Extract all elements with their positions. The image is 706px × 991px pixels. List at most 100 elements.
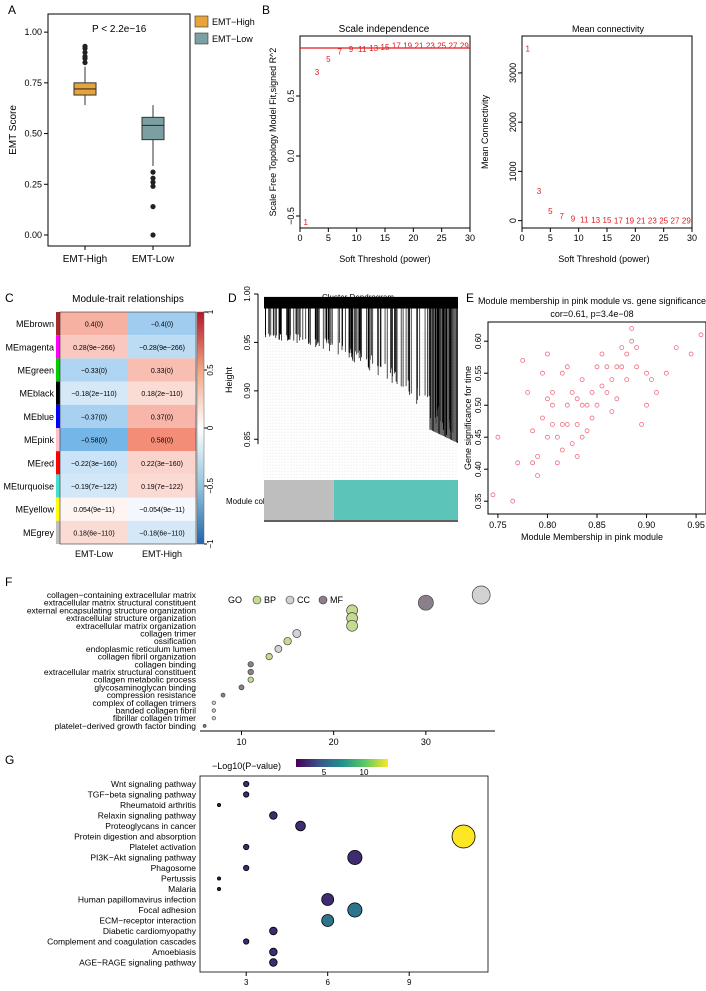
panel-c-cell (60, 381, 128, 405)
panel-c-cell (128, 381, 196, 405)
panel-b2-point-label: 17 (614, 216, 623, 225)
panel-c-row-label: MEmagenta (5, 342, 54, 352)
panel-b1-point-label: 15 (381, 43, 390, 52)
panel-g-bubble (269, 958, 278, 967)
panel-f-bubble (220, 692, 226, 698)
panel-b2-point-label: 11 (580, 215, 589, 224)
panel-b1-xtick-label: 0 (297, 233, 302, 243)
panel-g-kegg-bubble: −Log10(P−value) 5 10 3 6 9 Wnt signaling path… (47, 759, 489, 987)
panel-e-ytick-label: 0.55 (474, 365, 483, 381)
panel-e-point (634, 364, 640, 370)
panel-e-point (629, 338, 635, 344)
panel-e-point (545, 434, 550, 440)
panel-f-bubble (202, 724, 207, 728)
panel-e-ytick-label: 0.45 (474, 429, 483, 445)
panel-c-heatmap: Module-trait relationships MEbrown 0.4(0)… (3, 294, 215, 559)
panel-e-point (614, 364, 620, 370)
panel-b1-point-label: 7 (337, 48, 342, 57)
panel-c-row-color (56, 404, 60, 428)
panel-b1-xtick-label: 5 (326, 233, 331, 243)
panel-c-cell (128, 404, 196, 428)
panel-a-ytick-label: 0.00 (24, 230, 42, 240)
panel-c-row-color (56, 520, 60, 544)
panel-a-ytick-label: 0.25 (24, 179, 42, 189)
panel-e-point (559, 421, 565, 427)
panel-c-row-label: MEgrey (23, 528, 55, 538)
panel-e-ytick-label: 0.50 (474, 397, 483, 413)
panel-e-point (535, 473, 540, 479)
panel-b1-title: Scale independence (339, 24, 430, 35)
panel-c-cell (128, 428, 196, 452)
panel-f-term-label: collagen−containing extracellular matrix (47, 590, 197, 600)
panel-g-term-label: Relaxin signaling pathway (98, 811, 197, 821)
panel-e-point (663, 370, 669, 376)
panel-c-cell (60, 358, 128, 382)
panel-b2-point-label: 7 (559, 212, 564, 221)
panel-b2-xtick-label: 5 (548, 233, 553, 243)
panel-e-point (530, 428, 535, 434)
panel-e-point (619, 364, 625, 370)
panel-c-frame (59, 311, 197, 545)
panel-e-point (579, 377, 585, 383)
panel-e-xtick-label: 0.95 (687, 520, 705, 530)
panel-c-cell-label: 0.28(9e−266) (73, 345, 115, 352)
panel-g-bubble (321, 893, 335, 906)
panel-g-term-label: Human papillomavirus infection (78, 895, 196, 905)
panel-a-outlier (150, 183, 156, 189)
panel-c-cell-label: −0.18(2e−110) (71, 391, 116, 398)
panel-e-point (599, 383, 605, 389)
panel-e-point (564, 421, 570, 427)
panel-c-cell-label: −0.28(9e−266) (139, 345, 185, 352)
panel-g-bubble (243, 864, 250, 872)
panel-label-f: F (5, 575, 12, 589)
panel-b1-point-label: 29 (460, 42, 469, 51)
panel-b1-xtick-label: 25 (437, 233, 447, 243)
panel-b1-point-label: 9 (349, 45, 354, 54)
panel-c-row-color (56, 497, 60, 521)
panel-d-ytick-label: 0.95 (243, 334, 252, 350)
panel-b-scale-independence: Scale independence Scale Free Topology M… (268, 24, 475, 264)
panel-c-cell-label: −0.4(0) (151, 322, 173, 329)
panel-b2-ytick-label: 3000 (508, 63, 518, 83)
panel-c-row-label: MEgreen (17, 366, 54, 376)
panel-b2-point-label: 5 (548, 207, 553, 216)
panel-c-cell-label: −0.58(0) (81, 438, 107, 445)
panel-c-cell-label: 0.37(0) (151, 414, 173, 421)
panel-f-term-label: extracellular matrix structural constitu… (44, 598, 197, 608)
panel-a-outlier (82, 49, 88, 56)
panel-b1-point-label: 1 (303, 218, 308, 227)
legend-label-cc: CC (297, 595, 310, 605)
panel-c-row-color (56, 451, 60, 475)
panel-c-row-label: MEbrown (16, 319, 54, 329)
panel-c-cell-label: 0.33(0) (151, 368, 173, 375)
panel-e-point (574, 396, 580, 402)
panel-g-term-label: Diabetic cardiomyopathy (103, 926, 197, 936)
panel-e-point (554, 460, 560, 466)
panel-e-point (515, 460, 521, 466)
panel-f-term-label: ossification (154, 636, 196, 646)
panel-b1-point-label: 11 (358, 45, 367, 54)
panel-d-module-band (333, 480, 458, 520)
panel-g-colorbar-title: −Log10(P−value) (212, 761, 281, 771)
panel-b1-point-label: 21 (415, 42, 424, 51)
panel-c-cell-label: 0.4(0) (85, 322, 103, 329)
panel-e-point (540, 370, 545, 376)
panel-b2-plot-frame (521, 35, 693, 229)
panel-g-bubble (269, 811, 278, 820)
panel-d-ytick-label: 0.90 (243, 383, 252, 399)
panel-c-cell-label: 0.58(0) (151, 438, 173, 445)
panel-c-row-label: MEyellow (15, 505, 54, 515)
panel-f-legend-title: GO (228, 595, 242, 605)
panel-d-module-band (264, 480, 334, 520)
panel-c-row-label: MEblack (19, 389, 54, 399)
panel-g-bubble (217, 803, 222, 808)
panel-f-bubble (346, 619, 358, 632)
panel-label-b: B (262, 3, 270, 17)
panel-d-module-label: Module colors (226, 497, 276, 506)
panel-b1-ytick-label: 0.5 (286, 90, 296, 103)
panel-g-term-label: TGF−beta signaling pathway (88, 790, 197, 800)
panel-e-point (614, 396, 620, 402)
panel-g-xtick-label: 9 (407, 978, 412, 987)
panel-g-bubble (295, 820, 306, 832)
